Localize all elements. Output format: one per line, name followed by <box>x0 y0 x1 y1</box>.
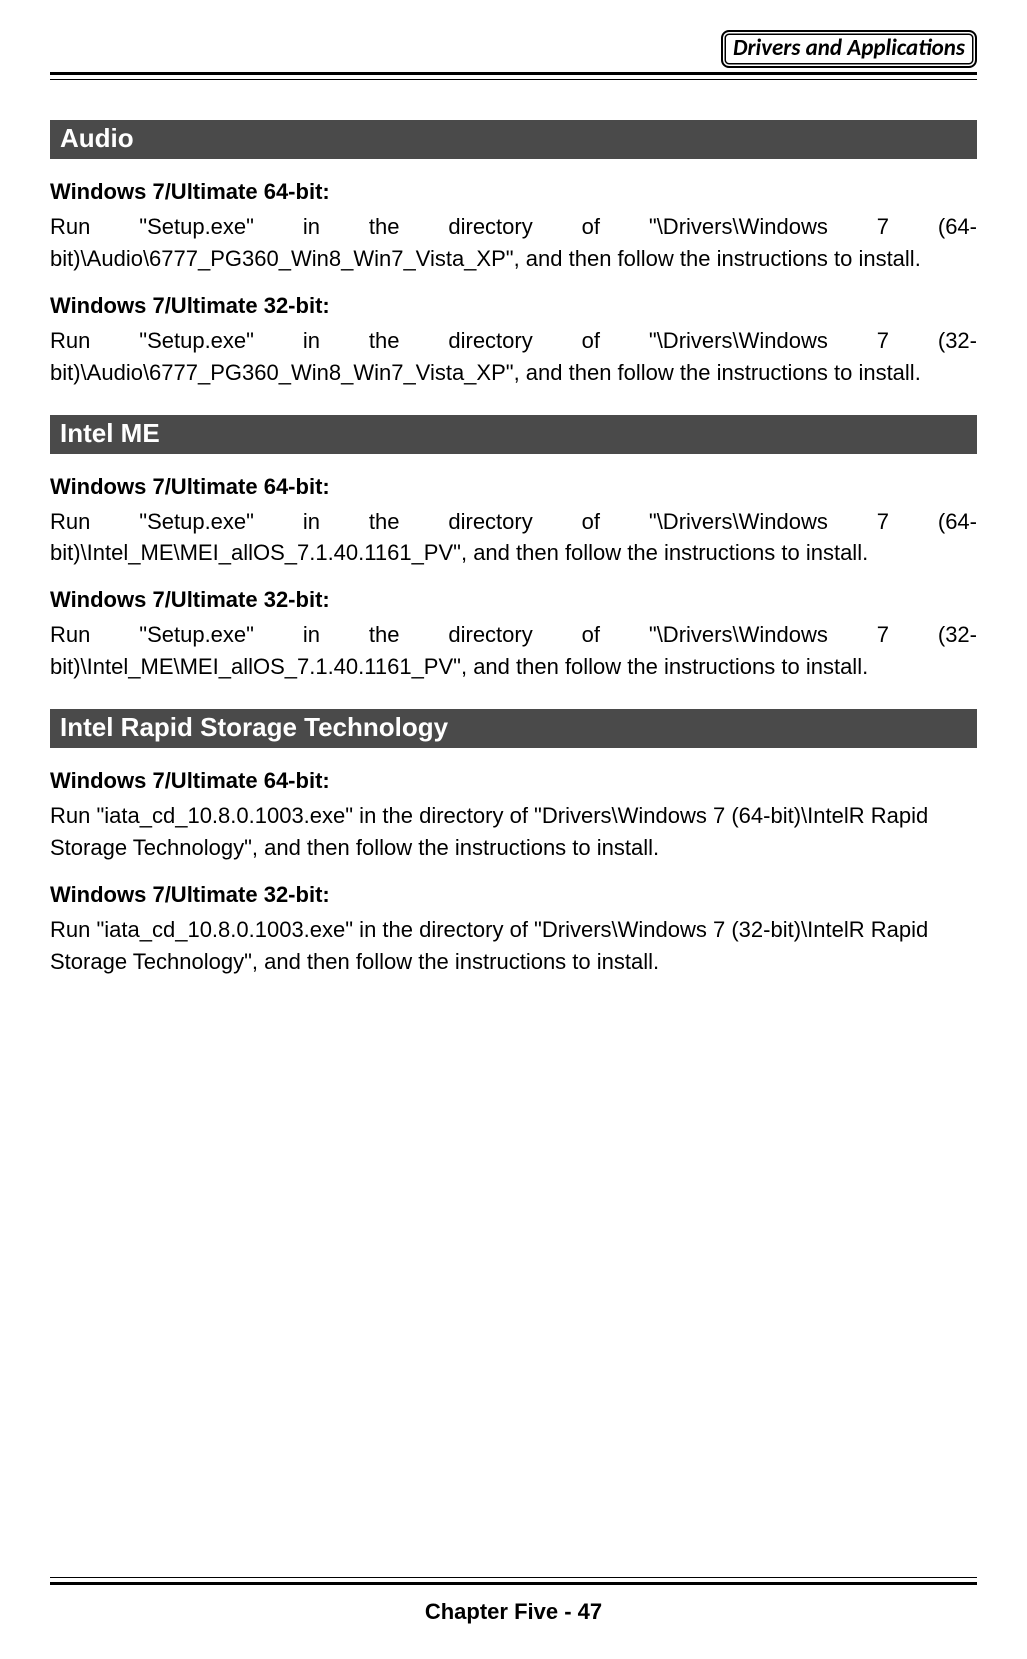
section-title: Intel Rapid Storage Technology <box>60 712 448 742</box>
section-title: Audio <box>60 123 134 153</box>
sub-heading: Windows 7/Ultimate 64-bit: <box>50 179 977 205</box>
footer-text: Chapter Five - 47 <box>50 1599 977 1625</box>
body-text: Run "Setup.exe" in the directory of "\Dr… <box>50 619 977 683</box>
sub-heading: Windows 7/Ultimate 64-bit: <box>50 768 977 794</box>
section-header-audio: Audio <box>50 120 977 159</box>
sub-heading: Windows 7/Ultimate 64-bit: <box>50 474 977 500</box>
body-text: Run "iata_cd_10.8.0.1003.exe" in the dir… <box>50 800 977 864</box>
body-text: Run "Setup.exe" in the directory of "\Dr… <box>50 506 977 570</box>
bottom-double-rule <box>50 1577 977 1585</box>
section-header-intel-rst: Intel Rapid Storage Technology <box>50 709 977 748</box>
main-content: Audio Windows 7/Ultimate 64-bit: Run "Se… <box>50 120 977 978</box>
body-text: Run "iata_cd_10.8.0.1003.exe" in the dir… <box>50 914 977 978</box>
section-title: Intel ME <box>60 418 160 448</box>
sub-heading: Windows 7/Ultimate 32-bit: <box>50 882 977 908</box>
header-title-box: Drivers and Applications <box>721 30 977 68</box>
body-text: Run "Setup.exe" in the directory of "\Dr… <box>50 325 977 389</box>
header-title: Drivers and Applications <box>733 34 965 62</box>
page-footer: Chapter Five - 47 <box>50 1577 977 1625</box>
sub-heading: Windows 7/Ultimate 32-bit: <box>50 587 977 613</box>
sub-heading: Windows 7/Ultimate 32-bit: <box>50 293 977 319</box>
section-header-intel-me: Intel ME <box>50 415 977 454</box>
top-double-rule <box>50 72 977 80</box>
body-text: Run "Setup.exe" in the directory of "\Dr… <box>50 211 977 275</box>
